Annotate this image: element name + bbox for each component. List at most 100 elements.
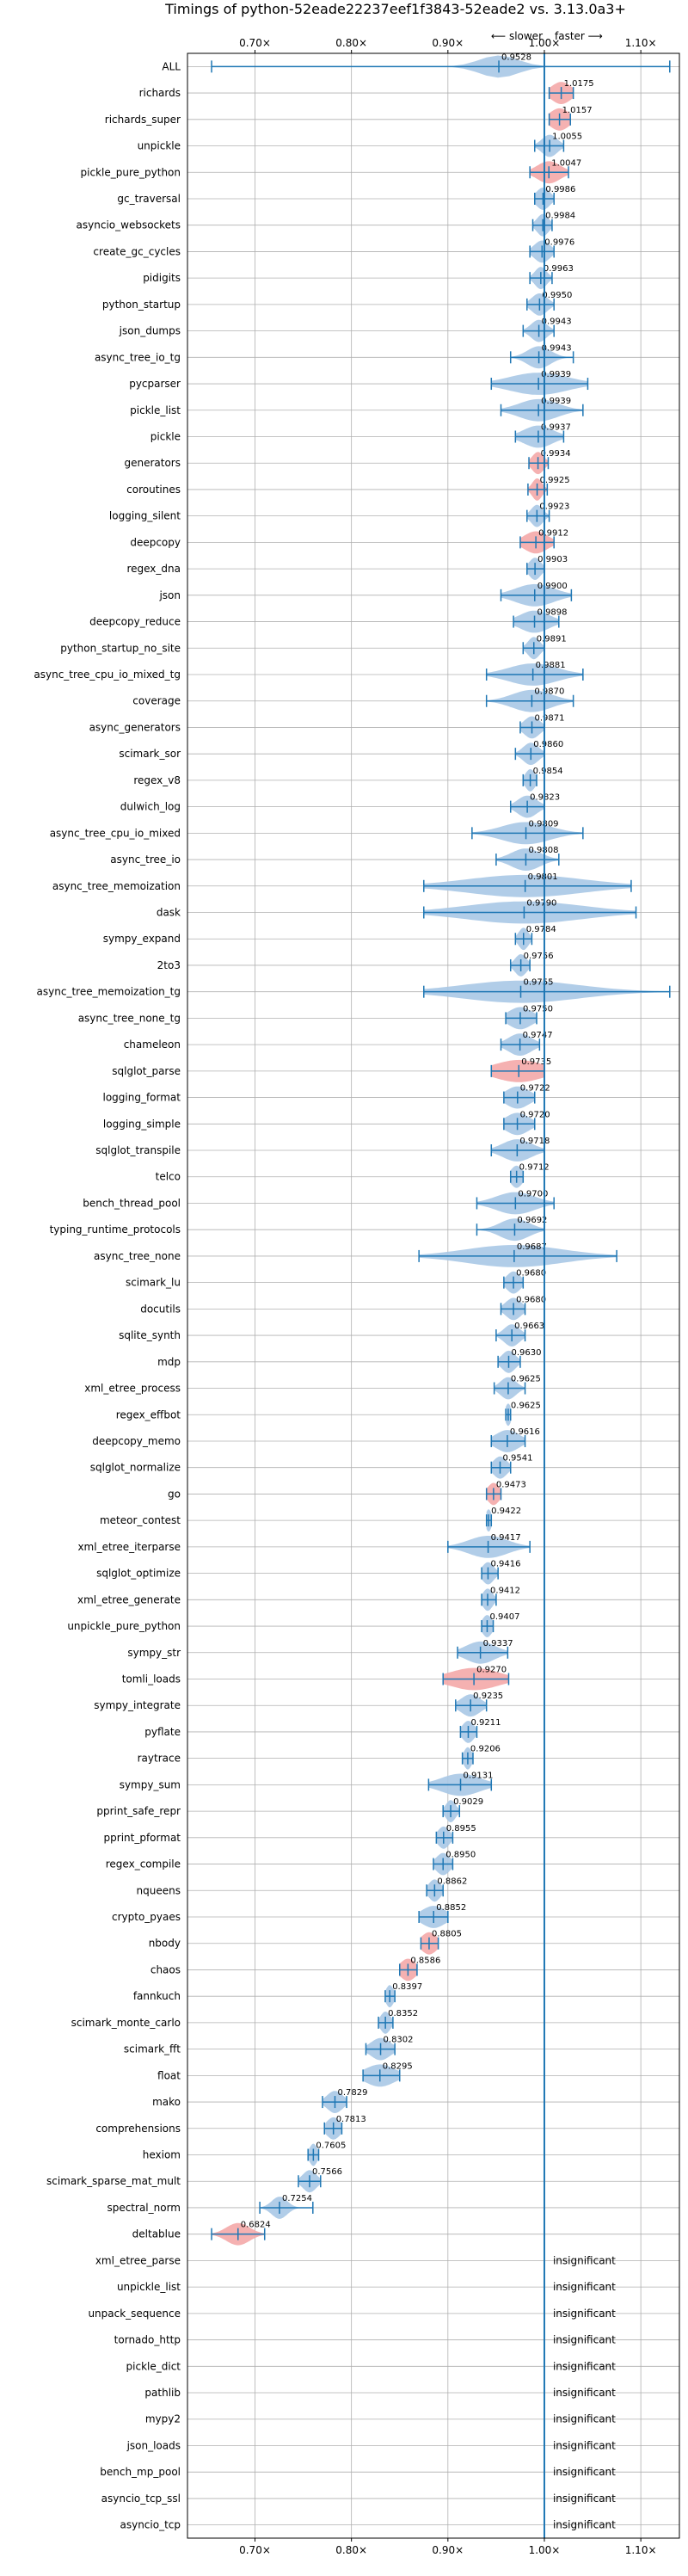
benchmark-label: ALL: [162, 60, 181, 72]
benchmark-label: sympy_sum: [120, 1778, 181, 1790]
x-tick-label-bottom: 0.80×: [335, 2544, 367, 2556]
benchmark-label: unpickle: [138, 140, 181, 152]
benchmark-label: json: [158, 589, 181, 601]
value-label: 0.9790: [526, 899, 556, 909]
benchmark-label: scimark_lu: [126, 1277, 181, 1289]
value-label: 0.9692: [517, 1216, 547, 1225]
value-label: 0.8397: [392, 1982, 422, 1992]
insignificant-label: insignificant: [553, 2413, 616, 2425]
benchmark-label: xml_etree_parse: [95, 2254, 181, 2266]
benchmark-label: json_loads: [126, 2439, 181, 2451]
value-label: 0.9870: [534, 687, 564, 697]
benchmark-label: python_startup_no_site: [60, 642, 181, 654]
insignificant-label: insignificant: [553, 2466, 616, 2478]
benchmark-label: scimark_sor: [119, 748, 181, 760]
value-label: 0.9211: [470, 1718, 501, 1728]
value-label: 0.9934: [541, 449, 571, 459]
benchmark-label: python_startup: [102, 299, 181, 311]
value-label: 0.9784: [526, 925, 556, 934]
value-label: 0.7254: [282, 2194, 312, 2203]
value-label: 0.8950: [445, 1851, 476, 1860]
value-label: 0.9687: [517, 1242, 547, 1252]
benchmark-label: hexiom: [143, 2149, 181, 2161]
benchmark-label: sympy_expand: [103, 933, 181, 945]
benchmark-label: sqlglot_normalize: [90, 1462, 181, 1474]
value-label: 0.7813: [336, 2115, 366, 2124]
value-label: 0.9923: [539, 502, 569, 512]
value-label: 0.9417: [491, 1533, 521, 1543]
benchmark-label: pycparser: [129, 378, 181, 390]
benchmark-label: async_tree_io: [110, 854, 181, 866]
benchmark-label: gc_traversal: [117, 193, 181, 205]
value-label: 0.9625: [511, 1401, 541, 1410]
benchmark-label: float: [157, 2069, 181, 2081]
x-tick-label-top: 0.80×: [335, 37, 367, 49]
benchmark-label: logging_silent: [109, 510, 181, 522]
benchmark-label: sqlglot_parse: [112, 1065, 181, 1077]
benchmark-label: regex_compile: [106, 1858, 181, 1870]
benchmark-label: create_gc_cycles: [93, 245, 181, 257]
benchmark-label: scimark_sparse_mat_mult: [46, 2175, 181, 2187]
value-label: 0.9616: [510, 1427, 540, 1437]
value-label: 0.9903: [538, 555, 568, 564]
benchmark-label: telco: [156, 1171, 181, 1183]
value-label: 0.9898: [538, 608, 568, 618]
value-label: 0.9939: [541, 370, 571, 379]
value-label: 0.8955: [446, 1824, 476, 1833]
benchmark-label: meteor_contest: [100, 1514, 181, 1526]
value-label: 0.9630: [511, 1348, 541, 1358]
value-label: 1.0055: [552, 132, 582, 142]
value-label: 0.9722: [520, 1084, 550, 1094]
value-label: 0.9747: [523, 1031, 553, 1040]
value-label: 0.9963: [544, 264, 574, 274]
benchmark-label: asyncio_tcp: [120, 2519, 181, 2531]
benchmark-label: chameleon: [124, 1038, 181, 1051]
value-label: 0.7829: [337, 2088, 367, 2098]
value-label: 0.9891: [537, 634, 567, 644]
benchmark-label: async_tree_none_tg: [78, 1012, 181, 1024]
value-label: 0.9712: [519, 1163, 550, 1173]
x-tick-label-top: 1.10×: [625, 37, 657, 49]
benchmark-label: deepcopy: [130, 536, 181, 548]
benchmark-label: asyncio_websockets: [77, 219, 181, 231]
value-label: 0.9337: [483, 1639, 513, 1649]
benchmark-label: pidigits: [143, 272, 181, 284]
x-tick-label-bottom: 0.90×: [432, 2544, 464, 2556]
insignificant-label: insignificant: [553, 2387, 616, 2399]
benchmark-label: go: [168, 1488, 181, 1500]
insignificant-label: insignificant: [553, 2281, 616, 2293]
value-label: 0.9473: [496, 1480, 526, 1489]
benchmark-label: unpack_sequence: [88, 2308, 181, 2320]
value-label: 0.7605: [316, 2142, 346, 2151]
value-label: 0.9735: [521, 1057, 551, 1067]
x-tick-label-bottom: 1.00×: [529, 2544, 561, 2556]
benchmark-label: fannkuch: [133, 1990, 181, 2002]
value-label: 0.9270: [476, 1665, 507, 1674]
benchmark-label: sqlglot_transpile: [95, 1144, 181, 1156]
value-label: 0.9206: [470, 1745, 501, 1754]
benchmark-label: async_tree_memoization: [52, 880, 181, 892]
benchmark-label: sqlite_synth: [119, 1329, 181, 1341]
benchmark-label: mypy2: [145, 2413, 181, 2425]
value-label: 0.9881: [536, 661, 566, 670]
value-label: 1.0157: [562, 106, 593, 115]
benchmark-label: unpickle_pure_python: [67, 1620, 181, 1632]
benchmark-label: coroutines: [126, 484, 181, 496]
value-label: 0.9912: [538, 528, 568, 538]
benchmark-label: json_dumps: [119, 325, 181, 337]
benchmark-label: nqueens: [137, 1884, 181, 1896]
value-label: 0.9680: [516, 1269, 546, 1279]
value-label: 0.9937: [541, 422, 571, 432]
value-label: 0.8295: [383, 2061, 413, 2071]
value-label: 0.9700: [518, 1189, 548, 1199]
x-tick-label-top: 1.00×: [529, 37, 561, 49]
benchmark-label: sqlglot_optimize: [96, 1568, 181, 1580]
benchmark-label: pathlib: [144, 2387, 181, 2399]
benchmark-label: nbody: [149, 1938, 181, 1950]
benchmark-label: deepcopy_memo: [92, 1435, 181, 1447]
benchmark-label: bench_thread_pool: [83, 1197, 181, 1209]
x-tick-label-top: 0.90×: [432, 37, 464, 49]
benchmark-label: pickle: [150, 430, 181, 442]
benchmark-label: pickle_list: [130, 404, 181, 416]
